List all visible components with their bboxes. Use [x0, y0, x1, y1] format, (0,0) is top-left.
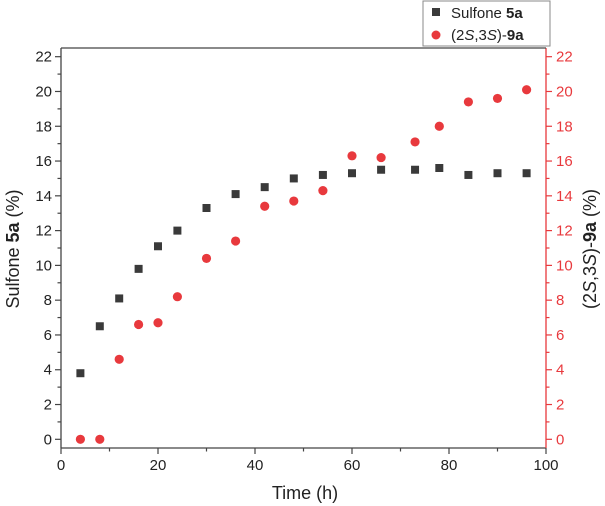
right-y-axis-ticks: 0 2 4 6 8 10 12 14 16 18 20 22 — [546, 49, 573, 448]
data-point-2s3s-9a — [492, 93, 503, 104]
right-y-tick-label: 20 — [556, 83, 573, 100]
right-y-tick-label: 22 — [556, 49, 573, 66]
right-y-tick-label: 16 — [556, 153, 573, 170]
legend-label-sulfone: Sulfone 5a — [451, 5, 523, 22]
data-point-2s3s-9a — [522, 85, 532, 95]
data-point-2s3s-9a — [201, 253, 212, 264]
right-y-tick-label: 2 — [556, 397, 564, 414]
data-point-sulfone-5a — [464, 170, 473, 179]
data-point-sulfone-5a — [95, 322, 104, 331]
x-axis-ticks: 0 20 40 60 80 100 — [57, 448, 559, 474]
data-point-sulfone-5a — [231, 190, 240, 199]
data-point-2s3s-9a — [289, 196, 299, 206]
x-tick-label: 40 — [247, 457, 264, 474]
right-y-tick-label: 12 — [556, 223, 573, 240]
right-y-tick-label: 14 — [556, 188, 573, 205]
data-point-2s3s-9a — [95, 434, 105, 444]
x-axis-title: Time (h) — [272, 483, 338, 503]
data-point-sulfone-5a — [522, 169, 531, 178]
legend-marker-9a — [431, 30, 441, 40]
data-point-sulfone-5a — [154, 242, 162, 251]
data-point-sulfone-5a — [289, 174, 298, 183]
right-y-tick-label: 4 — [556, 362, 564, 379]
left-y-tick-label: 2 — [44, 397, 52, 414]
left-y-tick-label: 6 — [44, 327, 52, 344]
data-point-sulfone-5a — [115, 294, 124, 303]
legend-label-9a: (2S,3S)-9a — [451, 27, 524, 44]
data-point-sulfone-5a — [173, 226, 182, 235]
data-point-sulfone-5a — [318, 170, 327, 179]
data-point-sulfone-5a — [348, 169, 356, 178]
right-y-tick-label: 0 — [556, 431, 564, 448]
left-y-tick-label: 22 — [35, 49, 52, 66]
data-point-sulfone-5a — [493, 169, 502, 178]
legend-marker-sulfone — [432, 8, 440, 16]
data-point-2s3s-9a — [260, 201, 270, 211]
data-point-2s3s-9a — [434, 121, 444, 131]
data-point-sulfone-5a — [76, 369, 85, 378]
left-y-tick-label: 0 — [44, 431, 52, 448]
legend-box — [422, 0, 551, 47]
data-point-sulfone-5a — [411, 165, 420, 174]
right-y-tick-label: 6 — [556, 327, 564, 344]
x-tick-label: 0 — [57, 457, 65, 474]
left-y-tick-label: 4 — [44, 362, 52, 379]
data-point-2s3s-9a — [153, 318, 163, 328]
right-y-axis-title: (2S,3S)-9a (%) — [580, 189, 600, 309]
data-point-2s3s-9a — [318, 186, 328, 196]
left-y-tick-label: 18 — [35, 118, 52, 135]
right-y-tick-label: 8 — [556, 292, 564, 309]
data-point-2s3s-9a — [376, 152, 386, 163]
data-point-2s3s-9a — [114, 354, 124, 364]
data-marks — [75, 85, 532, 444]
data-point-2s3s-9a — [347, 151, 357, 161]
right-y-tick-label: 18 — [556, 118, 573, 135]
data-point-sulfone-5a — [435, 164, 444, 172]
data-point-sulfone-5a — [134, 264, 143, 273]
data-point-2s3s-9a — [463, 97, 473, 107]
legend: Sulfone 5a (2S,3S)-9a — [422, 0, 551, 47]
left-y-axis-title: Sulfone 5a (%) — [3, 189, 23, 308]
data-point-sulfone-5a — [202, 204, 211, 212]
left-y-tick-label: 16 — [35, 153, 52, 170]
data-point-2s3s-9a — [231, 236, 241, 246]
x-tick-label: 60 — [344, 457, 361, 474]
data-point-2s3s-9a — [410, 137, 420, 147]
left-y-tick-label: 14 — [35, 188, 52, 205]
x-tick-label: 20 — [150, 457, 167, 474]
data-point-2s3s-9a — [172, 292, 182, 302]
right-y-tick-label: 10 — [556, 257, 573, 274]
data-point-sulfone-5a — [260, 183, 269, 192]
left-y-axis-ticks: 0 2 4 6 8 10 12 14 16 18 20 22 — [35, 49, 61, 448]
x-tick-label: 80 — [441, 457, 458, 474]
data-point-2s3s-9a — [134, 319, 144, 330]
left-y-tick-label: 12 — [35, 223, 52, 240]
left-y-tick-label: 20 — [35, 83, 52, 100]
data-point-2s3s-9a — [75, 434, 85, 444]
x-tick-label: 100 — [533, 457, 558, 474]
data-point-sulfone-5a — [377, 165, 386, 174]
left-y-tick-label: 10 — [35, 257, 52, 274]
left-y-tick-label: 8 — [44, 292, 52, 309]
